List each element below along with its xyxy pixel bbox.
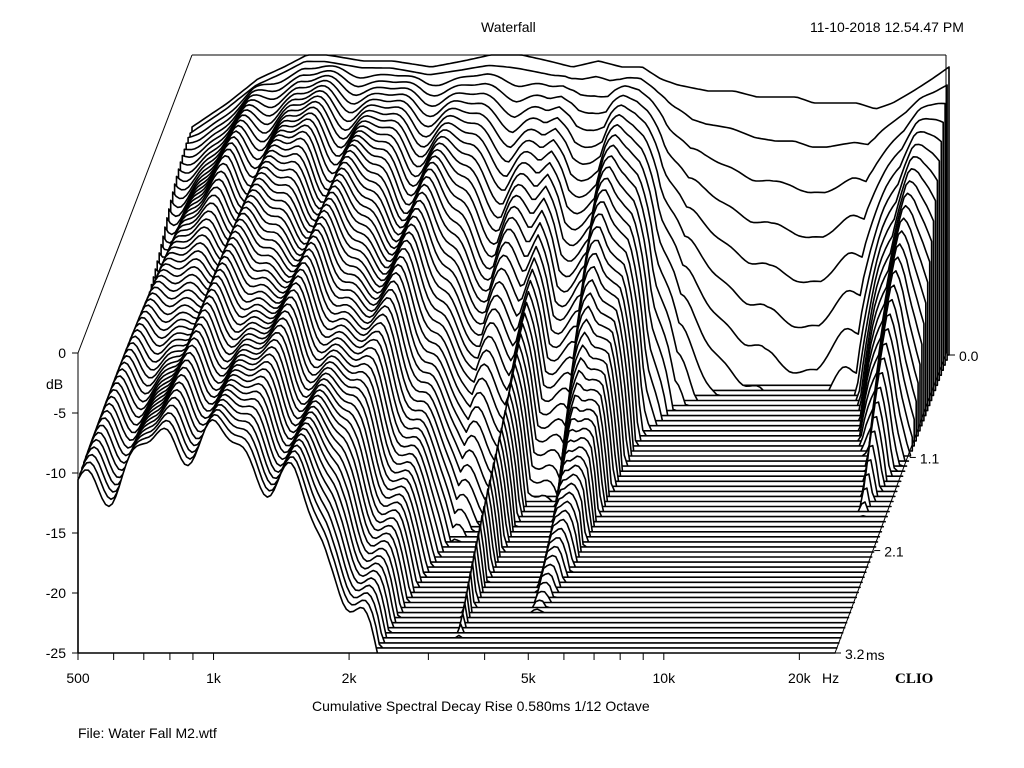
z-tick-label: 1.1 [920,450,940,466]
z-tick-label: 2.1 [884,544,904,560]
z-tick-label: 0.0 [959,348,979,364]
x-tick-label: 20k [788,670,812,686]
y-tick-label: 0 [58,345,66,361]
y-axis-label: dB [46,376,63,392]
x-axis-ticks: 500 1k 2k 5k 10k 20k [66,653,812,686]
x-tick-label: 500 [66,670,90,686]
waterfall-slices [77,54,950,654]
chart-title: Waterfall [481,19,536,35]
frame-line-2 [77,54,193,354]
x-tick-label: 5k [521,670,537,686]
y-tick-label: -10 [46,465,66,481]
y-tick-label: -15 [46,525,66,541]
y-tick-label: -20 [46,585,66,601]
frame-line-5 [834,352,947,654]
z-axis-unit: ms [866,647,885,663]
x-axis-unit: Hz [822,670,839,686]
x-tick-label: 10k [653,670,677,686]
chart-timestamp: 11-10-2018 12.54.47 PM [810,19,964,35]
x-tick-label: 2k [342,670,358,686]
file-name: File: Water Fall M2.wtf [78,725,217,741]
y-tick-label: -25 [46,645,66,661]
y-axis-ticks: 0 -5 -10 -15 -20 -25 [46,345,78,661]
x-tick-label: 1k [206,670,222,686]
y-tick-label: -5 [54,405,67,421]
z-axis-ticks: 0.0 1.1 2.1 3.2 [835,348,979,662]
clio-brand: CLIO [895,671,934,687]
z-tick-label: 3.2 [845,646,865,662]
plot-frame [77,54,947,654]
chart-caption: Cumulative Spectral Decay Rise 0.580ms 1… [312,698,650,714]
